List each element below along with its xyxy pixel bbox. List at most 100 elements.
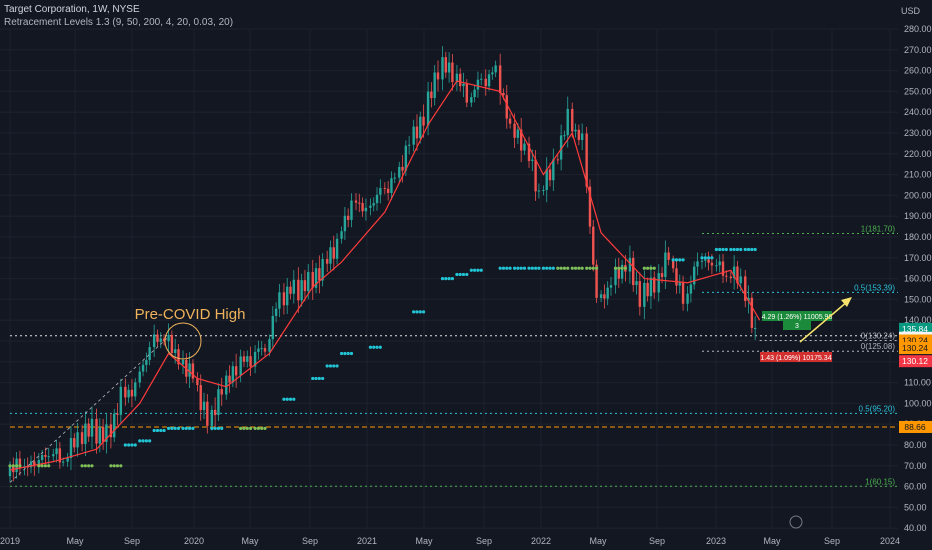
candle-body bbox=[213, 409, 217, 416]
psar-dot bbox=[498, 266, 502, 270]
candle-body bbox=[436, 72, 440, 80]
psar-dot bbox=[83, 464, 87, 468]
psar-dot bbox=[18, 464, 22, 468]
candle-body bbox=[664, 252, 667, 277]
candle-body bbox=[196, 378, 199, 386]
candle-body bbox=[289, 286, 292, 294]
psar-dot bbox=[652, 266, 656, 270]
y-tick-label: 70.00 bbox=[904, 461, 927, 471]
y-tick-label: 280.00 bbox=[904, 24, 932, 34]
candle-body bbox=[721, 261, 725, 276]
psar-dot bbox=[461, 272, 466, 277]
candle-body bbox=[451, 62, 454, 83]
candle-body bbox=[152, 334, 156, 348]
candle-body bbox=[465, 83, 469, 103]
candle-body bbox=[638, 281, 642, 307]
psar-dot bbox=[534, 266, 538, 270]
psar-dot bbox=[138, 439, 142, 443]
psar-dot bbox=[335, 364, 339, 368]
price-label-box bbox=[899, 342, 932, 355]
psar-dot bbox=[678, 258, 682, 262]
candle-body bbox=[718, 261, 721, 266]
psar-dot bbox=[516, 266, 520, 270]
candle-body bbox=[444, 57, 447, 73]
candle-body bbox=[614, 267, 617, 286]
measure-box-red bbox=[760, 352, 832, 362]
candle-body bbox=[199, 385, 202, 411]
projection-arrow bbox=[799, 300, 849, 343]
psar-dot bbox=[314, 376, 318, 381]
candle-body bbox=[228, 375, 231, 383]
candle-body bbox=[173, 349, 177, 353]
y-tick-label: 110.00 bbox=[904, 378, 931, 388]
candle-body bbox=[606, 287, 609, 299]
candle-body bbox=[704, 259, 707, 261]
psar-dot bbox=[343, 351, 347, 356]
candle-body bbox=[556, 159, 560, 161]
psar-dot bbox=[573, 266, 578, 270]
candle-body bbox=[559, 135, 563, 160]
y-tick-label: 40.00 bbox=[904, 523, 927, 533]
candle-body bbox=[603, 294, 606, 299]
candle-body bbox=[329, 247, 332, 264]
candle-body bbox=[61, 461, 65, 463]
price-label-text: 130.24 bbox=[902, 336, 928, 346]
psar-dot bbox=[465, 272, 469, 277]
candle-body bbox=[307, 272, 310, 292]
candle-body bbox=[105, 424, 108, 442]
candle-body bbox=[167, 334, 170, 342]
candle-body bbox=[191, 363, 195, 379]
candle-body bbox=[303, 280, 307, 292]
candle-body bbox=[52, 454, 55, 457]
x-tick-label: May bbox=[241, 536, 259, 546]
measure-text-green: 4.29 (1.26%) 11005.98 bbox=[762, 314, 833, 321]
candle-body bbox=[206, 401, 209, 426]
level-label: 0(130.24) bbox=[861, 332, 896, 341]
psar-dot bbox=[623, 266, 628, 270]
psar-dot bbox=[444, 277, 448, 281]
candle-body bbox=[29, 461, 33, 468]
candle-body bbox=[646, 282, 649, 297]
candle-body bbox=[109, 424, 113, 438]
candle-body bbox=[419, 116, 422, 139]
candle-body bbox=[563, 135, 566, 137]
psar-dot bbox=[339, 351, 344, 356]
candle-body bbox=[660, 273, 664, 277]
psar-dot bbox=[288, 397, 293, 401]
psar-dot bbox=[412, 310, 416, 314]
candle-body bbox=[671, 259, 675, 269]
candle-body bbox=[66, 458, 69, 462]
psar-dot bbox=[735, 247, 740, 252]
candle-body bbox=[346, 215, 350, 220]
candle-body bbox=[580, 133, 584, 140]
candle-body bbox=[119, 386, 123, 415]
psar-dot bbox=[368, 345, 373, 349]
x-tick-label: Sep bbox=[302, 536, 318, 546]
candle-body bbox=[480, 78, 483, 80]
psar-dot bbox=[559, 266, 563, 270]
psar-dot bbox=[508, 266, 512, 270]
candle-body bbox=[739, 276, 742, 284]
candle-body bbox=[47, 456, 50, 458]
candle-body bbox=[361, 203, 364, 212]
y-tick-label: 180.00 bbox=[904, 232, 932, 242]
candle-body bbox=[635, 281, 638, 286]
psar-dot bbox=[181, 426, 185, 430]
psar-dot bbox=[263, 426, 267, 430]
candle-body bbox=[675, 268, 678, 286]
candle-body bbox=[398, 166, 401, 178]
psar-dot bbox=[620, 266, 624, 270]
candle-body bbox=[242, 356, 246, 362]
candle-body bbox=[710, 262, 714, 266]
candle-body bbox=[462, 83, 465, 87]
candle-body bbox=[516, 129, 520, 138]
candle-body bbox=[87, 423, 90, 437]
candle-body bbox=[358, 202, 361, 204]
price-label-box bbox=[899, 420, 932, 433]
candle-body bbox=[69, 438, 73, 459]
psar-dot bbox=[447, 277, 451, 281]
psar-dot bbox=[40, 464, 44, 468]
psar-dot bbox=[671, 258, 675, 262]
x-tick-label: 2022 bbox=[531, 536, 551, 546]
